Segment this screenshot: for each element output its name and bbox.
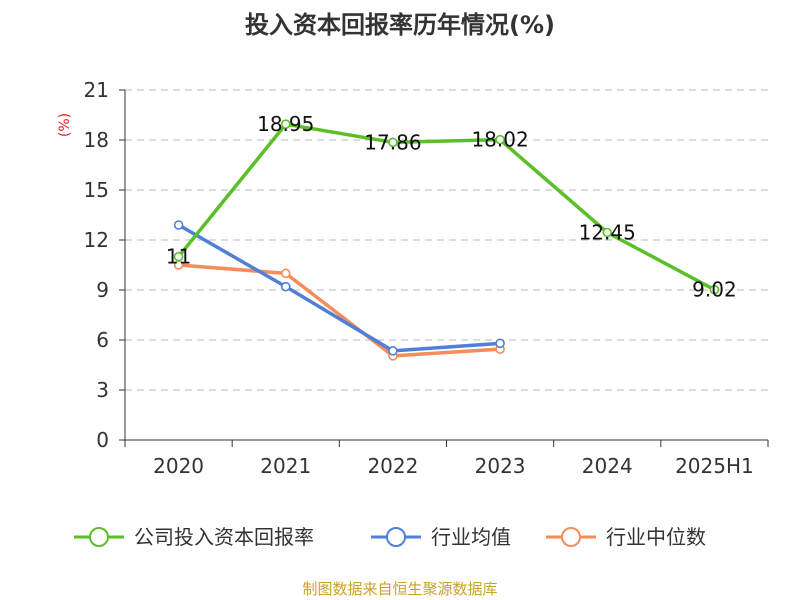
legend[interactable]: 公司投入资本回报率 行业均值 行业中位数 <box>74 525 706 549</box>
grid <box>125 89 768 391</box>
data-point[interactable] <box>388 346 398 356</box>
data-point[interactable] <box>602 227 613 238</box>
data-point[interactable] <box>709 284 720 295</box>
x-tick-label: 2022 <box>367 454 418 478</box>
data-label: 12.45 <box>579 221 636 245</box>
data-label: 18.02 <box>471 128 528 152</box>
data-point[interactable] <box>495 134 505 145</box>
series-layer <box>173 119 720 361</box>
x-tick-label: 2023 <box>475 454 526 478</box>
legend-label: 行业均值 <box>431 525 511 549</box>
legend-item[interactable]: 行业均值 <box>371 525 511 549</box>
y-tick-label: 18 <box>84 128 109 152</box>
axes: 0 3 6 9 12 15 18 21 2020 2021 2022 2023 2024 2025H1 <box>84 78 769 478</box>
legend-marker <box>386 527 406 547</box>
data-labels: 11 18.95 17.86 18.02 12.45 9.02 <box>166 112 737 301</box>
y-tick-label: 21 <box>84 78 109 102</box>
legend-label: 行业中位数 <box>606 525 706 549</box>
x-tick-label: 2025H1 <box>675 454 754 478</box>
data-point[interactable] <box>280 268 291 279</box>
series-line <box>177 223 501 353</box>
data-label: 11 <box>166 245 191 269</box>
series-line <box>178 263 501 358</box>
data-label: 18.95 <box>257 112 314 136</box>
legend-marker <box>561 527 581 547</box>
data-point[interactable] <box>173 220 184 230</box>
data-point[interactable] <box>388 137 398 148</box>
y-tick-label: 0 <box>96 428 109 452</box>
y-tick-label: 15 <box>84 178 109 202</box>
legend-item[interactable]: 行业中位数 <box>546 525 706 549</box>
series-0 <box>173 119 720 295</box>
data-point[interactable] <box>280 281 291 292</box>
data-label: 9.02 <box>692 278 737 302</box>
x-tick-label: 2020 <box>153 454 204 478</box>
source-text: 制图数据来自恒生聚源数据库 <box>302 580 497 598</box>
series-1 <box>173 220 505 356</box>
chart-title: 投入资本回报率历年情况(%) <box>245 11 555 39</box>
data-label: 17.86 <box>364 130 421 154</box>
y-tick-label: 3 <box>96 378 109 402</box>
data-point[interactable] <box>173 251 184 262</box>
legend-item[interactable]: 公司投入资本回报率 <box>74 525 314 549</box>
data-point[interactable] <box>495 338 505 349</box>
series-line <box>177 122 716 292</box>
y-axis-label: (%) <box>57 113 73 137</box>
legend-marker <box>89 527 109 547</box>
legend-label: 公司投入资本回报率 <box>134 525 314 549</box>
y-tick-label: 6 <box>96 328 109 352</box>
data-point[interactable] <box>280 119 291 129</box>
y-tick-label: 12 <box>84 228 109 252</box>
x-tick-label: 2021 <box>260 454 311 478</box>
y-tick-label: 9 <box>96 278 109 302</box>
x-tick-label: 2024 <box>582 454 633 478</box>
